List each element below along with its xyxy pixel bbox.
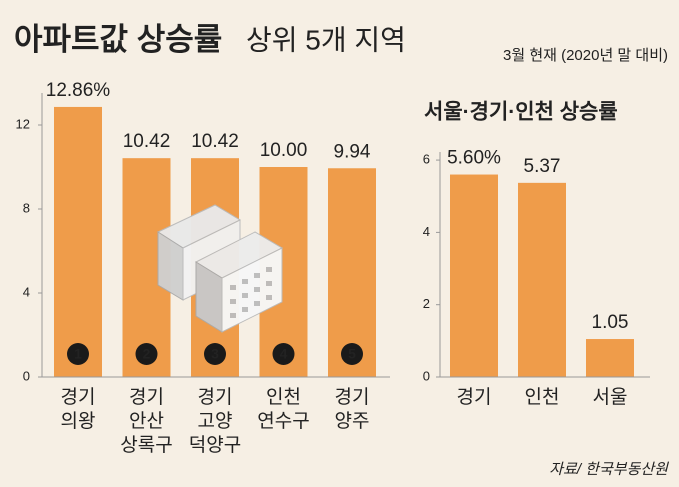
x-tick-label: 양주 [335, 410, 370, 432]
x-tick-label: 상록구 [120, 434, 172, 456]
x-tick-label: 경기 [335, 386, 370, 408]
x-tick-label: 안산 [129, 410, 164, 432]
building-illustration [156, 204, 284, 333]
x-tick-label: 경기 [198, 386, 233, 408]
labels-layer: 0481212.86%1경기의왕10.422경기안산상록구10.423경기고양덕… [16, 80, 650, 456]
y-tick-label: 12 [16, 116, 30, 131]
y-tick-label: 0 [23, 368, 30, 383]
x-tick-label: 경기 [61, 386, 96, 408]
value-label: 1.05 [592, 312, 629, 333]
x-tick-label: 인천 [266, 386, 301, 408]
rank-badge [135, 343, 158, 365]
x-tick-label: 고양 [198, 410, 233, 432]
bar [450, 174, 498, 377]
rank-number: 2 [143, 346, 151, 362]
rank-badge [67, 343, 89, 365]
chart-title: 서울·경기·인천 상승률 [424, 101, 618, 124]
y-tick-label: 8 [23, 200, 30, 215]
value-label: 10.42 [123, 131, 171, 152]
rank-number: 4 [280, 346, 288, 362]
x-tick-label: 경기 [457, 386, 492, 408]
x-tick-label: 경기 [129, 386, 164, 408]
x-tick-label: 서울 [593, 386, 628, 408]
y-tick-label: 4 [423, 224, 430, 239]
bar [328, 168, 376, 377]
rank-badge [341, 343, 363, 365]
bar [586, 339, 634, 377]
subtitle: 3월 현재 (2020년 말 대비) [503, 47, 668, 64]
value-label: 10.42 [191, 131, 239, 152]
y-tick-label: 4 [23, 284, 30, 299]
value-label: 5.37 [524, 156, 561, 177]
rank-number: 3 [211, 346, 219, 362]
bar [518, 182, 566, 377]
y-tick-label: 0 [423, 368, 430, 383]
title-bold: 아파트값 상승률 [14, 22, 222, 57]
bar [54, 106, 102, 377]
rank-number: 5 [348, 346, 356, 362]
value-label: 9.94 [334, 141, 371, 162]
x-tick-label: 연수구 [257, 410, 309, 432]
value-label: 12.86% [46, 80, 111, 101]
rank-badge [272, 343, 295, 365]
value-label: 10.00 [260, 140, 308, 161]
x-tick-label: 덕양구 [189, 434, 241, 456]
x-tick-label: 인천 [525, 386, 560, 408]
value-label: 5.60% [447, 148, 501, 169]
source: 자료/ 한국부동산원 [549, 461, 669, 478]
title-light: 상위 5개 지역 [246, 24, 406, 55]
y-tick-label: 6 [423, 152, 430, 167]
rank-badge [204, 343, 226, 365]
rank-number: 1 [74, 346, 82, 362]
x-tick-label: 의왕 [61, 410, 96, 432]
y-tick-label: 2 [423, 296, 430, 311]
